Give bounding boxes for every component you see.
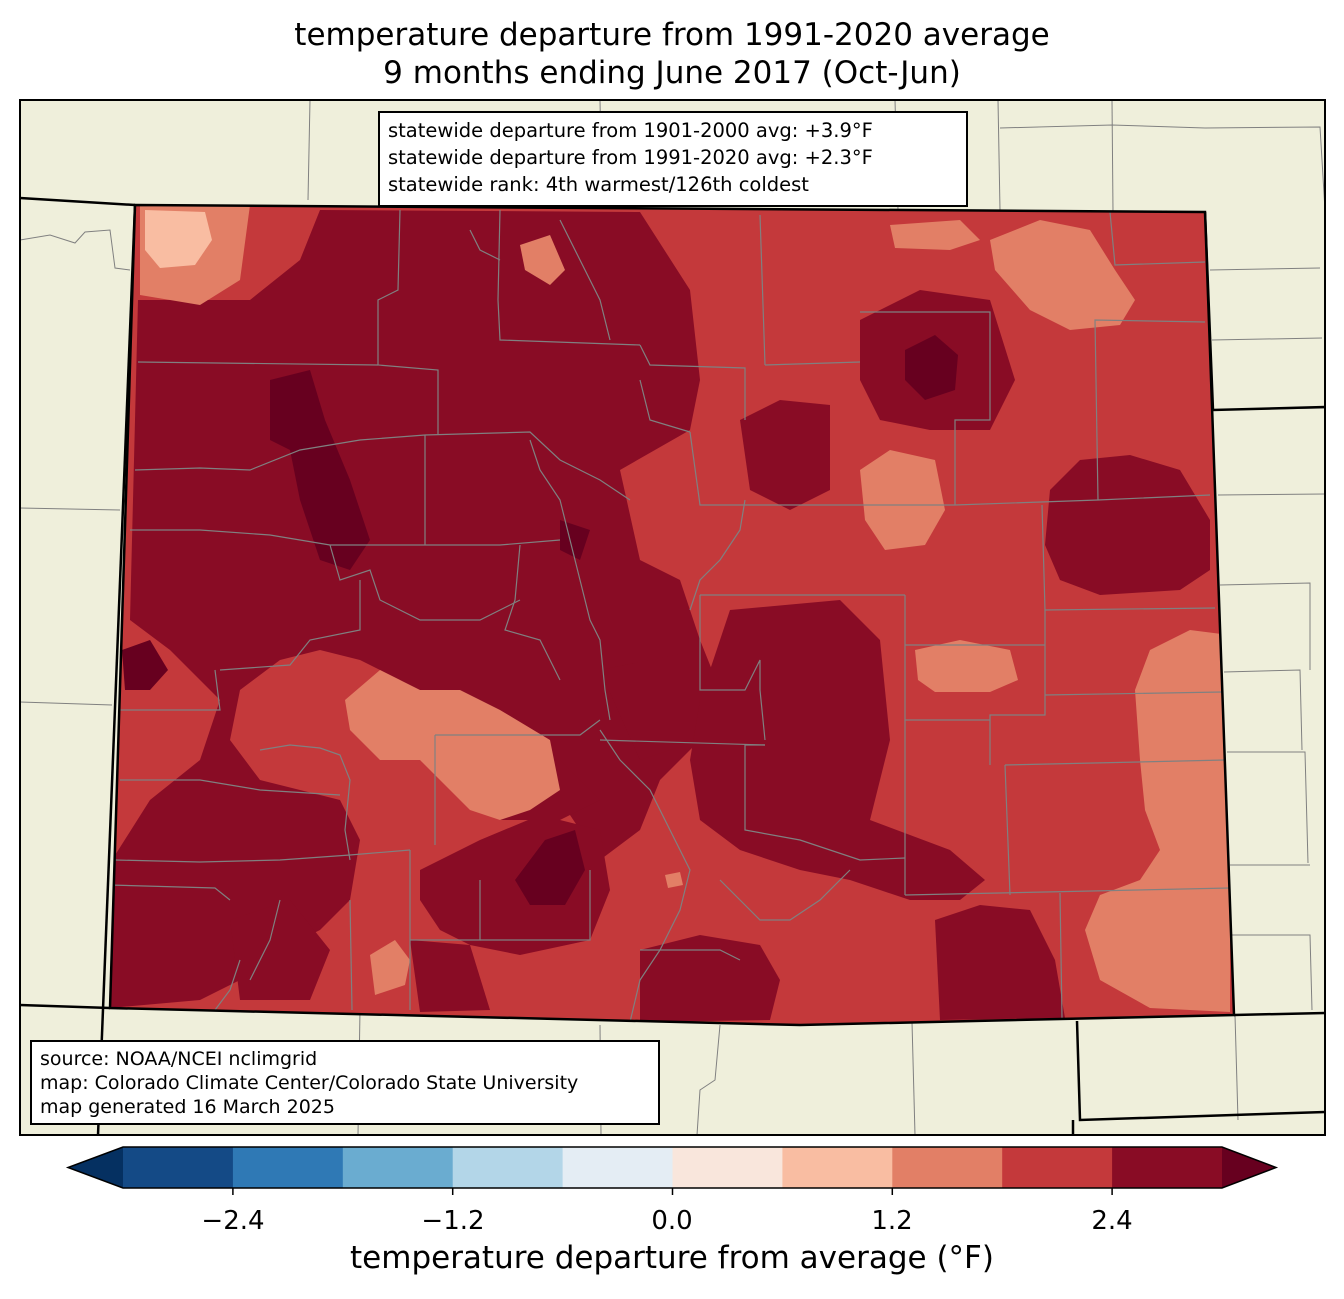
colorbar-bin (232, 1147, 344, 1188)
stats-rank: statewide rank: 4th warmest/126th coldes… (388, 173, 809, 196)
colorbar-over-arrow (1222, 1147, 1276, 1188)
map-frame-border (19, 99, 1326, 1136)
colorbar-under-arrow (68, 1147, 123, 1188)
map-title-line-1: temperature departure from 1991-2020 ave… (294, 17, 1050, 53)
generated-date-line: map generated 16 March 2025 (40, 1096, 335, 1118)
colorbar-bin (123, 1147, 234, 1188)
colorbar-label: temperature departure from average (°F) (350, 1240, 994, 1276)
colorbar-bin (342, 1147, 454, 1188)
contour-level-0.6-1.2 (145, 210, 212, 268)
stats-departure-1991-2020: statewide departure from 1991-2020 avg: … (388, 146, 873, 169)
temperature-contours (110, 205, 1234, 1025)
colorbar-tick-label: −2.4 (201, 1206, 265, 1236)
statewide-stats-box: statewide departure from 1901-2000 avg: … (378, 111, 968, 207)
colorbar-bin (452, 1147, 564, 1188)
colorbar-tick-label: −1.2 (421, 1206, 485, 1236)
contour-level-1.2-1.8 (140, 205, 1230, 1012)
colorado-state-border (108, 203, 1236, 1027)
contour-level-2.4-3.0 (110, 210, 1210, 1022)
colorbar-outline (65, 1146, 1279, 1189)
map-credit-line: map: Colorado Climate Center/Colorado St… (40, 1072, 579, 1094)
colorbar-bin (892, 1147, 1003, 1188)
stats-departure-1901-2000: statewide departure from 1901-2000 avg: … (388, 119, 873, 142)
colorbar-bin (562, 1147, 673, 1188)
map-title-line-2: 9 months ending June 2017 (Oct-Jun) (383, 55, 961, 91)
colorbar-tick-label: 1.2 (871, 1206, 913, 1236)
colorado-county-lines (110, 209, 1231, 1023)
colorbar-bin (672, 1147, 783, 1188)
colorbar-bin (1112, 1147, 1223, 1188)
colorbar (65, 1146, 1279, 1195)
source-credit-box: source: NOAA/NCEI nclimgrid map: Colorad… (30, 1040, 660, 1125)
colorbar-tick-label: 2.4 (1091, 1206, 1133, 1236)
source-line: source: NOAA/NCEI nclimgrid (40, 1048, 318, 1070)
colorbar-bin (782, 1147, 893, 1188)
colorbar-bin (1002, 1147, 1113, 1188)
colorbar-tick-label: 0.0 (651, 1206, 693, 1236)
